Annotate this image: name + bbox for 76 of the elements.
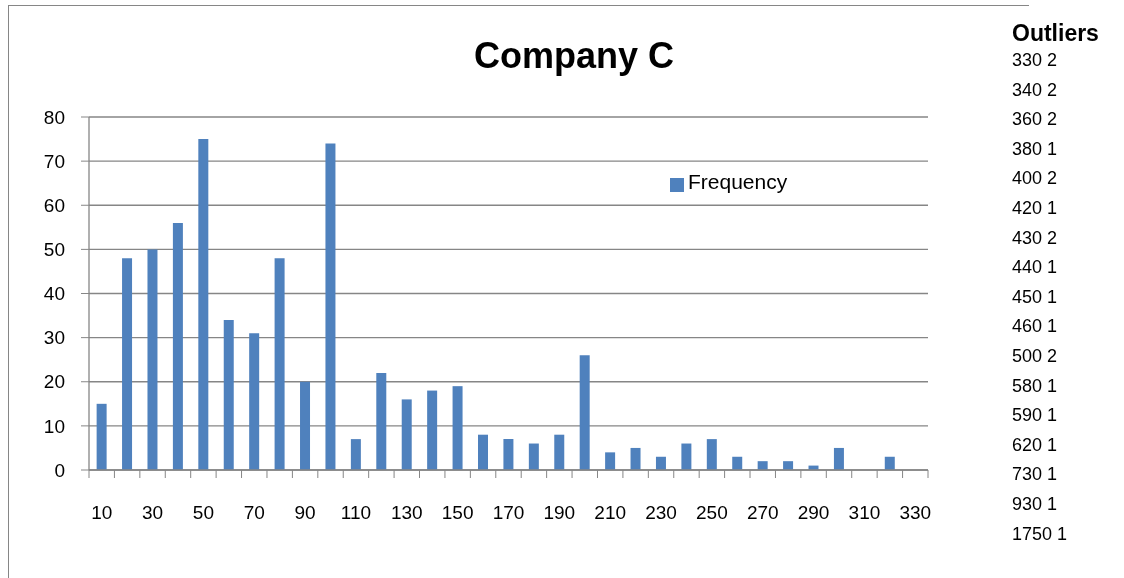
bar [706, 439, 717, 470]
bar [147, 249, 158, 470]
text: 340 2 [1012, 78, 1059, 102]
x-tick-label: 70 [243, 502, 265, 523]
x-tick-label: 210 [594, 502, 627, 523]
bar [96, 403, 107, 470]
y-tick-label: 0 [54, 459, 65, 481]
text: 930 1 [1012, 492, 1059, 516]
x-tick-label: 290 [797, 502, 830, 523]
bar [401, 399, 412, 470]
text: 590 1 [1012, 404, 1059, 428]
legend-label: Frequency [688, 170, 788, 193]
text: 1750 1 [1012, 522, 1069, 546]
bar [833, 447, 844, 470]
y-tick-label: 70 [43, 150, 65, 172]
x-tick-label: 170 [492, 502, 525, 523]
bar [579, 355, 590, 470]
x-tick-label: 50 [192, 502, 214, 523]
y-tick-label: 60 [43, 194, 65, 216]
x-tick-label: 250 [696, 502, 728, 523]
text: 580 1 [1012, 374, 1059, 398]
bar [681, 443, 692, 470]
text: 620 1 [1012, 433, 1059, 457]
y-tick-label: 40 [43, 283, 65, 305]
y-tick-label: 80 [43, 106, 65, 128]
bar [122, 258, 133, 470]
bar [630, 447, 641, 470]
x-tick-label: 90 [294, 502, 316, 523]
text: 360 2 [1012, 108, 1059, 132]
bar [605, 452, 616, 470]
x-tick-label: 110 [340, 502, 372, 523]
bar [376, 372, 387, 470]
text: 460 1 [1012, 315, 1059, 339]
y-tick-label: 10 [43, 415, 65, 437]
text: 400 2 [1012, 167, 1059, 191]
text: Outliers [1012, 20, 1099, 46]
bar [172, 222, 183, 470]
text: 500 2 [1012, 344, 1059, 368]
x-tick-label: 310 [848, 502, 881, 523]
x-tick-label: 130 [390, 502, 423, 523]
bar [732, 456, 743, 470]
bar [274, 258, 285, 470]
y-tick-label: 30 [43, 327, 65, 349]
bar [477, 434, 488, 470]
text: 420 1 [1012, 196, 1059, 220]
bar [884, 456, 895, 470]
x-tick-label: 230 [645, 502, 677, 523]
bar [503, 439, 514, 470]
text: 730 1 [1012, 463, 1059, 487]
bar [427, 390, 438, 470]
x-tick-label: 330 [899, 502, 932, 523]
x-tick-label: 30 [141, 502, 164, 523]
text: 450 1 [1012, 285, 1059, 309]
x-tick-label: 190 [543, 502, 576, 523]
bar [783, 461, 794, 470]
bar [757, 461, 768, 470]
bar [554, 434, 565, 470]
text: 440 1 [1012, 256, 1059, 280]
bar [300, 381, 311, 470]
bar [350, 439, 361, 470]
bar [198, 139, 209, 470]
bar [655, 456, 666, 470]
bar [528, 443, 539, 470]
y-tick-label: 50 [43, 239, 65, 261]
text: 330 2 [1012, 49, 1059, 72]
bar [325, 143, 336, 470]
x-tick-label: 10 [91, 502, 113, 523]
y-tick-label: 20 [43, 371, 65, 393]
text: 430 2 [1012, 226, 1059, 250]
x-tick-label: 150 [441, 502, 474, 523]
x-tick-label: 270 [746, 502, 779, 523]
bar [223, 319, 234, 470]
bar [249, 333, 260, 470]
bar [452, 386, 463, 470]
chart-title: Company C [473, 35, 675, 76]
text: 380 1 [1012, 137, 1059, 161]
